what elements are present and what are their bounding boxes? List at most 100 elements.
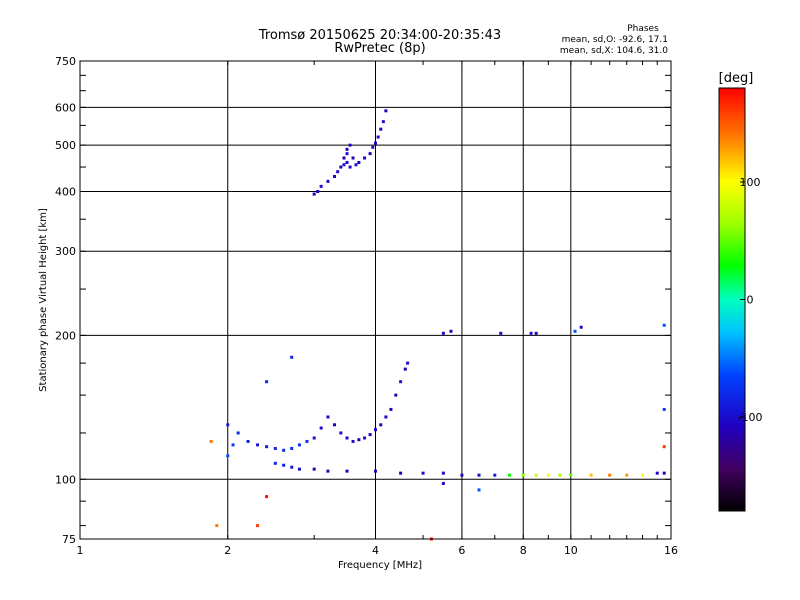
data-point xyxy=(282,448,286,452)
data-point xyxy=(363,436,367,440)
data-point xyxy=(236,431,240,435)
data-point xyxy=(290,355,294,359)
data-point xyxy=(345,160,349,164)
data-point xyxy=(493,473,497,477)
data-point xyxy=(441,471,445,475)
data-point xyxy=(345,152,349,156)
data-point xyxy=(399,380,403,384)
data-point xyxy=(256,443,260,447)
data-point xyxy=(368,433,372,437)
data-point xyxy=(273,446,277,450)
data-point xyxy=(265,380,269,384)
colorbar-tick-label: -100 xyxy=(738,411,763,424)
colorbar-tick-label: 100 xyxy=(740,176,761,189)
data-point xyxy=(558,473,562,477)
data-point xyxy=(336,170,340,174)
data-point xyxy=(231,443,235,447)
data-point xyxy=(312,192,316,196)
chart-subtitle: RwPretec (8p) xyxy=(334,41,425,56)
data-point xyxy=(403,367,407,371)
data-point xyxy=(354,163,358,167)
y-tick-label: 500 xyxy=(55,139,76,152)
data-point xyxy=(641,473,645,477)
data-point xyxy=(477,473,481,477)
data-point xyxy=(351,156,355,160)
data-point xyxy=(348,165,352,169)
data-point xyxy=(529,331,533,335)
data-point xyxy=(384,109,388,113)
data-point xyxy=(589,473,593,477)
x-tick-label: 1 xyxy=(77,544,84,557)
x-tick-label: 8 xyxy=(520,544,527,557)
y-tick-label: 400 xyxy=(55,185,76,198)
data-point xyxy=(384,415,388,419)
x-tick-label: 4 xyxy=(372,544,379,557)
data-point xyxy=(342,163,346,167)
data-point xyxy=(363,156,367,160)
data-point xyxy=(326,415,330,419)
data-point xyxy=(441,481,445,485)
data-point xyxy=(319,184,323,188)
data-point xyxy=(499,331,503,335)
data-point xyxy=(351,439,355,443)
data-point xyxy=(226,454,230,458)
legend-title: Phases xyxy=(627,24,659,34)
data-point xyxy=(399,471,403,475)
data-point xyxy=(339,431,343,435)
data-point xyxy=(348,143,352,147)
data-point xyxy=(326,469,330,473)
data-point xyxy=(273,461,277,465)
data-point xyxy=(662,323,666,327)
data-point xyxy=(371,145,375,149)
data-point xyxy=(406,361,410,365)
data-point xyxy=(316,189,320,193)
data-point xyxy=(297,467,301,471)
data-point xyxy=(534,473,538,477)
data-point xyxy=(265,445,269,449)
data-point xyxy=(215,524,219,528)
data-point xyxy=(297,443,301,447)
data-point xyxy=(326,179,330,183)
data-point xyxy=(546,473,550,477)
x-axis-label: Frequency [MHz] xyxy=(338,560,422,571)
data-point xyxy=(379,127,383,131)
data-point xyxy=(381,120,385,124)
data-point xyxy=(477,488,481,492)
data-point xyxy=(339,165,343,169)
data-point xyxy=(265,495,269,499)
data-point xyxy=(374,428,377,432)
data-point xyxy=(449,329,453,333)
data-point xyxy=(357,160,361,164)
data-point xyxy=(342,156,346,160)
data-point xyxy=(290,446,294,450)
x-tick-label: 16 xyxy=(664,544,678,557)
data-point xyxy=(521,473,525,477)
data-point xyxy=(290,465,294,469)
data-point xyxy=(573,329,577,333)
x-tick-label: 10 xyxy=(564,544,578,557)
x-tick-label: 6 xyxy=(458,544,465,557)
data-point xyxy=(209,439,213,443)
data-point xyxy=(374,469,377,473)
y-tick-label: 600 xyxy=(55,101,76,114)
stats-x: mean, sd,X: 104.6, 31.0 xyxy=(560,46,668,56)
data-point xyxy=(534,331,538,335)
data-point xyxy=(376,135,380,139)
data-point xyxy=(332,174,336,178)
data-point xyxy=(312,436,316,440)
data-point xyxy=(305,439,309,443)
data-point xyxy=(379,423,383,427)
data-point xyxy=(345,436,349,440)
data-point xyxy=(460,473,464,477)
data-point xyxy=(579,325,583,329)
data-point xyxy=(246,439,250,443)
data-point xyxy=(282,463,286,467)
data-point xyxy=(226,423,230,427)
data-point xyxy=(345,469,349,473)
data-point xyxy=(389,407,393,411)
data-point xyxy=(394,393,398,397)
plot-frame xyxy=(79,60,672,540)
data-point xyxy=(319,426,323,430)
data-point xyxy=(441,331,445,335)
